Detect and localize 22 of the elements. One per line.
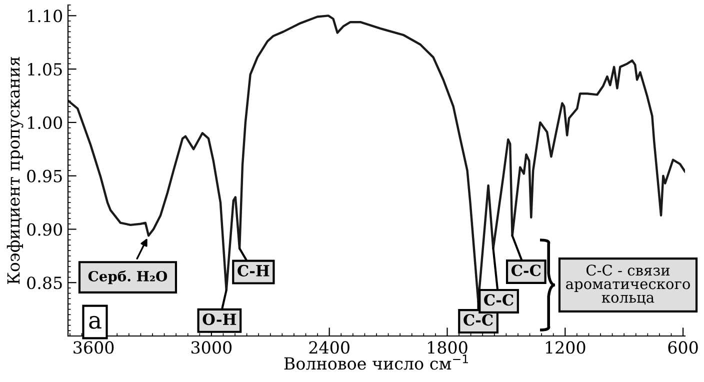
x-tick-label: 1200 [546,341,586,354]
x-tick-label: 3600 [74,341,114,354]
annotation: C-C [464,314,493,326]
y-tick-label: 1.10 [28,10,62,22]
y-tick-label: 0.95 [27,170,62,182]
y-tick-label: 0.90 [27,223,62,236]
annotation: Серб. H₂O [88,270,168,284]
y-tick-label: 1.05 [28,63,62,76]
x-tick-label: 3000 [192,341,232,354]
x-tick-label: 600 [668,341,698,354]
y-axis-title: Коэфициент пропускания [6,56,24,284]
y-tick-label: 1.00 [28,116,62,130]
annotation: C-C - связи ароматического кольца [566,264,690,305]
annotation: C-H [238,264,270,276]
x-tick-label: 1800 [428,341,468,354]
x-tick-label: 2400 [309,341,350,354]
annotation: а [89,316,102,329]
x-axis-title: Волновое число см$^{−1}$ [284,354,468,370]
y-tick-label: 0.85 [27,276,62,290]
annotation: C-C [484,294,514,306]
annotation: O-H [202,314,236,326]
annotation: C-C [511,264,541,276]
